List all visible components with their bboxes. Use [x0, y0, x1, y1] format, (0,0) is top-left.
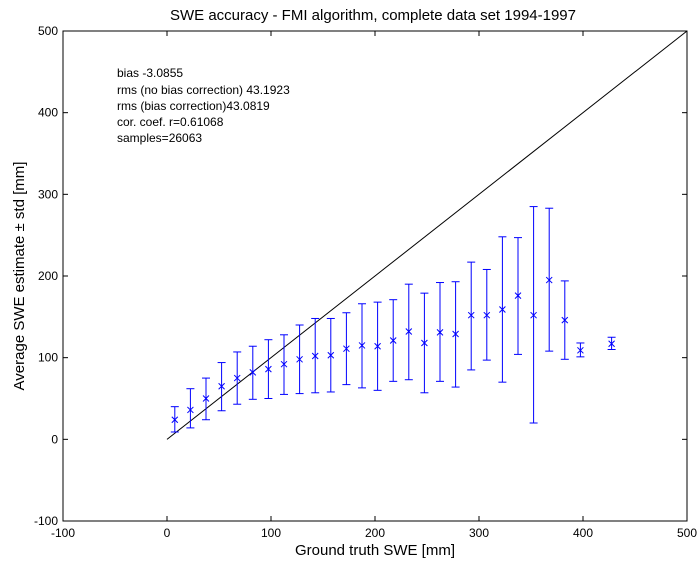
data-point-marker — [452, 330, 459, 338]
data-point-marker — [561, 316, 569, 324]
x-tick-label: 300 — [469, 526, 489, 540]
x-tick-label: -100 — [51, 526, 75, 540]
marker-stroke — [545, 276, 553, 284]
marker-stroke — [280, 360, 288, 368]
annotation-rms-correction: rms (bias correction)43.0819 — [117, 99, 270, 113]
marker-stroke — [514, 292, 522, 299]
y-tick-label: 100 — [38, 351, 58, 365]
marker-stroke — [530, 311, 537, 319]
data-point-marker — [280, 360, 288, 368]
marker-stroke — [233, 374, 241, 382]
axis-ticks: -100 0 100 200 300 400 500 -100 0 100 200 300 400 500 — [34, 24, 697, 540]
marker-stroke — [577, 346, 584, 354]
marker-stroke — [561, 316, 569, 324]
marker-stroke — [483, 311, 491, 319]
data-point-marker — [265, 365, 272, 373]
data-point-marker — [327, 351, 335, 359]
data-point-marker — [389, 337, 397, 344]
x-tick-label: 400 — [573, 526, 593, 540]
marker-stroke — [374, 342, 381, 350]
data-point-marker — [436, 328, 444, 336]
marker-stroke — [405, 328, 413, 335]
data-point-marker — [483, 311, 491, 319]
marker-stroke — [218, 382, 225, 390]
chart-title: SWE accuracy - FMI algorithm, complete d… — [170, 7, 576, 24]
marker-stroke — [436, 328, 444, 336]
data-point-marker — [171, 416, 179, 424]
x-tick-label: 100 — [261, 526, 281, 540]
marker-stroke — [202, 395, 210, 402]
data-point-marker — [467, 311, 475, 319]
y-tick-label: 400 — [38, 106, 58, 120]
y-axis-label: Average SWE estimate ± std [mm] — [11, 162, 28, 391]
marker-stroke — [358, 342, 366, 349]
marker-stroke — [608, 340, 615, 348]
statistics-annotation: bias -3.0855 rms (no bias correction) 43… — [117, 66, 290, 145]
y-tick-label: 200 — [38, 269, 58, 283]
data-point-marker — [374, 342, 381, 350]
marker-stroke — [421, 339, 428, 347]
marker-stroke — [265, 365, 272, 373]
marker-stroke — [249, 369, 257, 376]
data-point-marker — [202, 395, 210, 402]
data-point-marker — [405, 328, 413, 335]
x-tick-label: 200 — [365, 526, 385, 540]
data-point-marker — [187, 406, 194, 414]
marker-stroke — [343, 345, 350, 353]
data-point-marker — [249, 369, 257, 376]
y-tick-label: 300 — [38, 187, 58, 201]
data-point-marker — [608, 340, 615, 348]
data-point-marker — [421, 339, 428, 347]
x-tick-label: 0 — [164, 526, 171, 540]
data-point-marker — [545, 276, 553, 284]
marker-stroke — [467, 311, 475, 319]
data-point-marker — [311, 352, 319, 360]
marker-stroke — [327, 351, 335, 359]
x-axis-label: Ground truth SWE [mm] — [295, 542, 455, 559]
data-point-marker — [499, 306, 506, 313]
data-marks — [170, 206, 616, 433]
data-point-marker — [343, 345, 350, 353]
data-point-marker — [296, 355, 303, 363]
annotation-bias: bias -3.0855 — [117, 66, 183, 80]
marker-stroke — [187, 406, 194, 414]
x-tick-label: 500 — [677, 526, 697, 540]
marker-stroke — [452, 330, 459, 338]
data-point-marker — [233, 374, 241, 382]
annotation-samples: samples=26063 — [117, 131, 202, 145]
y-tick-label: 500 — [38, 24, 58, 38]
annotation-rms-no-correction: rms (no bias correction) 43.1923 — [117, 83, 290, 97]
annotation-correlation: cor. coef. r=0.61068 — [117, 115, 224, 129]
data-point-marker — [218, 382, 225, 390]
marker-stroke — [499, 306, 506, 313]
y-tick-label: 0 — [51, 432, 58, 446]
marker-stroke — [389, 337, 397, 344]
y-tick-label: -100 — [34, 514, 58, 528]
data-point-marker — [530, 311, 537, 319]
data-point-marker — [358, 342, 366, 349]
marker-stroke — [171, 416, 179, 424]
marker-stroke — [296, 355, 303, 363]
data-point-marker — [514, 292, 522, 299]
data-point-marker — [577, 346, 584, 354]
marker-stroke — [311, 352, 319, 360]
